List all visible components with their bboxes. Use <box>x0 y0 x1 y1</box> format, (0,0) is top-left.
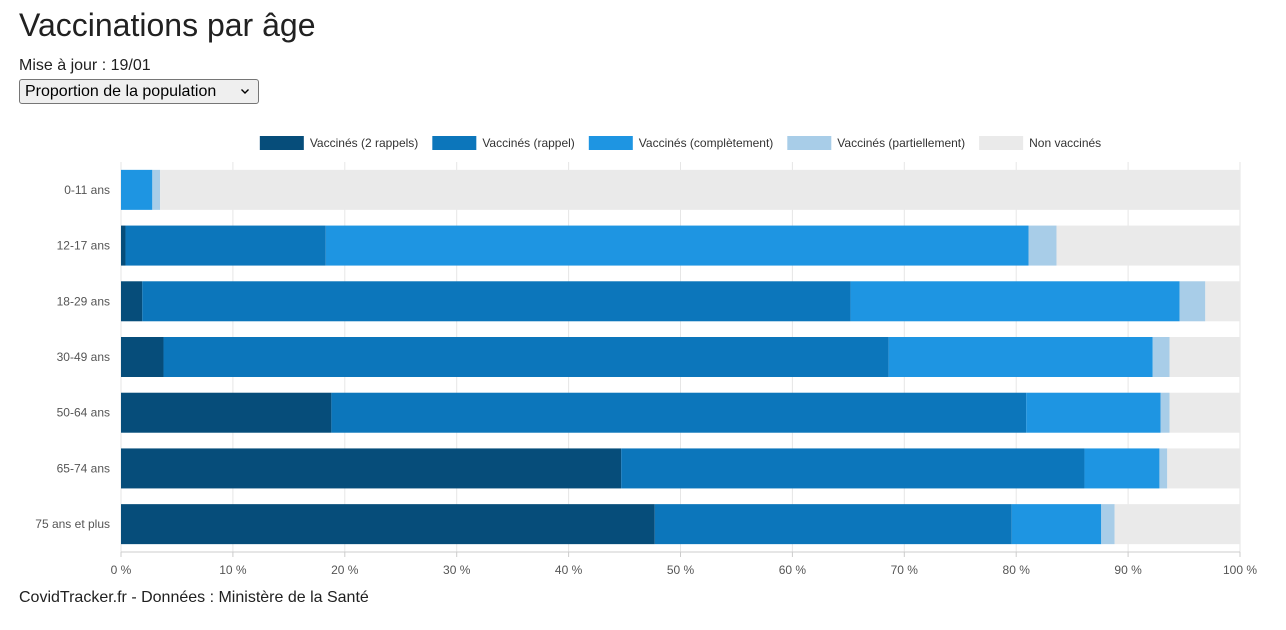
x-tick-label: 10 % <box>219 563 247 577</box>
y-category-label: 12-17 ans <box>57 239 110 253</box>
x-tick-label: 70 % <box>891 563 919 577</box>
legend-label[interactable]: Non vaccinés <box>1029 136 1101 150</box>
source-credit: CovidTracker.fr - Données : Ministère de… <box>19 589 369 606</box>
bar-segment[interactable] <box>125 225 326 266</box>
bar-segment[interactable] <box>1056 225 1240 266</box>
bar-segment[interactable] <box>121 392 332 433</box>
bar-segment[interactable] <box>1179 281 1206 322</box>
y-category-label: 65-74 ans <box>57 461 110 475</box>
y-category-label: 75 ans et plus <box>35 517 110 531</box>
bar-segment[interactable] <box>1028 225 1057 266</box>
legend-label[interactable]: Vaccinés (2 rappels) <box>310 136 419 150</box>
bar-segment[interactable] <box>142 281 851 322</box>
y-category-label: 0-11 ans <box>64 183 110 197</box>
bar-segment[interactable] <box>331 392 1027 433</box>
bar-segment[interactable] <box>1152 337 1170 377</box>
legend-label[interactable]: Vaccinés (rappel) <box>482 136 574 150</box>
page-title: Vaccinations par âge <box>19 7 316 43</box>
legend-label[interactable]: Vaccinés (complètement) <box>639 136 774 150</box>
bar-segment[interactable] <box>1169 392 1240 433</box>
x-tick-label: 80 % <box>1003 563 1031 577</box>
legend-swatch[interactable] <box>432 136 477 150</box>
legend-swatch[interactable] <box>259 136 304 150</box>
y-category-label: 50-64 ans <box>57 406 110 420</box>
x-tick-label: 90 % <box>1114 563 1142 577</box>
bar-segment[interactable] <box>1101 504 1115 545</box>
legend-swatch[interactable] <box>588 136 633 150</box>
bar-segment[interactable] <box>888 337 1153 377</box>
y-category-label: 18-29 ans <box>57 294 110 308</box>
x-tick-label: 40 % <box>555 563 583 577</box>
bar-segment[interactable] <box>121 225 126 266</box>
bar-segment[interactable] <box>121 281 143 322</box>
chevron-down-icon <box>241 89 249 94</box>
bar-segment[interactable] <box>1084 448 1160 489</box>
update-date: Mise à jour : 19/01 <box>19 57 151 74</box>
bar-segment[interactable] <box>1026 392 1161 433</box>
x-tick-label: 60 % <box>779 563 807 577</box>
bar-segment[interactable] <box>1114 504 1240 545</box>
x-tick-label: 100 % <box>1223 563 1257 577</box>
legend-swatch[interactable] <box>979 136 1024 150</box>
metric-select-value: Proportion de la population <box>25 82 217 100</box>
bar-segment[interactable] <box>1159 448 1168 489</box>
bar-segment[interactable] <box>325 225 1029 266</box>
bar-segment[interactable] <box>121 337 164 377</box>
bar-segment[interactable] <box>1167 448 1240 489</box>
vaccination-chart: 0 % 10 % 20 % 30 % 40 % 50 % 60 % 70 % 80 % 90 % 1… <box>35 136 1257 577</box>
bar-segment[interactable] <box>121 504 655 545</box>
bar-segment[interactable] <box>654 504 1012 545</box>
bar-segment[interactable] <box>1160 392 1170 433</box>
bar-segment[interactable] <box>1011 504 1102 545</box>
bar-segment[interactable] <box>621 448 1085 489</box>
x-tick-label: 30 % <box>443 563 471 577</box>
bar-segment[interactable] <box>152 169 161 210</box>
y-category-label: 30-49 ans <box>57 350 110 364</box>
bar-segment[interactable] <box>121 448 622 489</box>
metric-select[interactable]: Proportion de la population <box>19 79 259 104</box>
legend-swatch[interactable] <box>787 136 832 150</box>
x-tick-label: 20 % <box>331 563 359 577</box>
bar-segment[interactable] <box>1205 281 1240 322</box>
x-tick-label: 0 % <box>111 563 132 577</box>
bar-segment[interactable] <box>160 169 1240 210</box>
bar-segment[interactable] <box>163 337 889 377</box>
bar-segment[interactable] <box>1169 337 1240 377</box>
bar-segment[interactable] <box>121 169 153 210</box>
legend-label[interactable]: Vaccinés (partiellement) <box>837 136 965 150</box>
x-tick-label: 50 % <box>667 563 695 577</box>
bar-segment[interactable] <box>850 281 1180 322</box>
